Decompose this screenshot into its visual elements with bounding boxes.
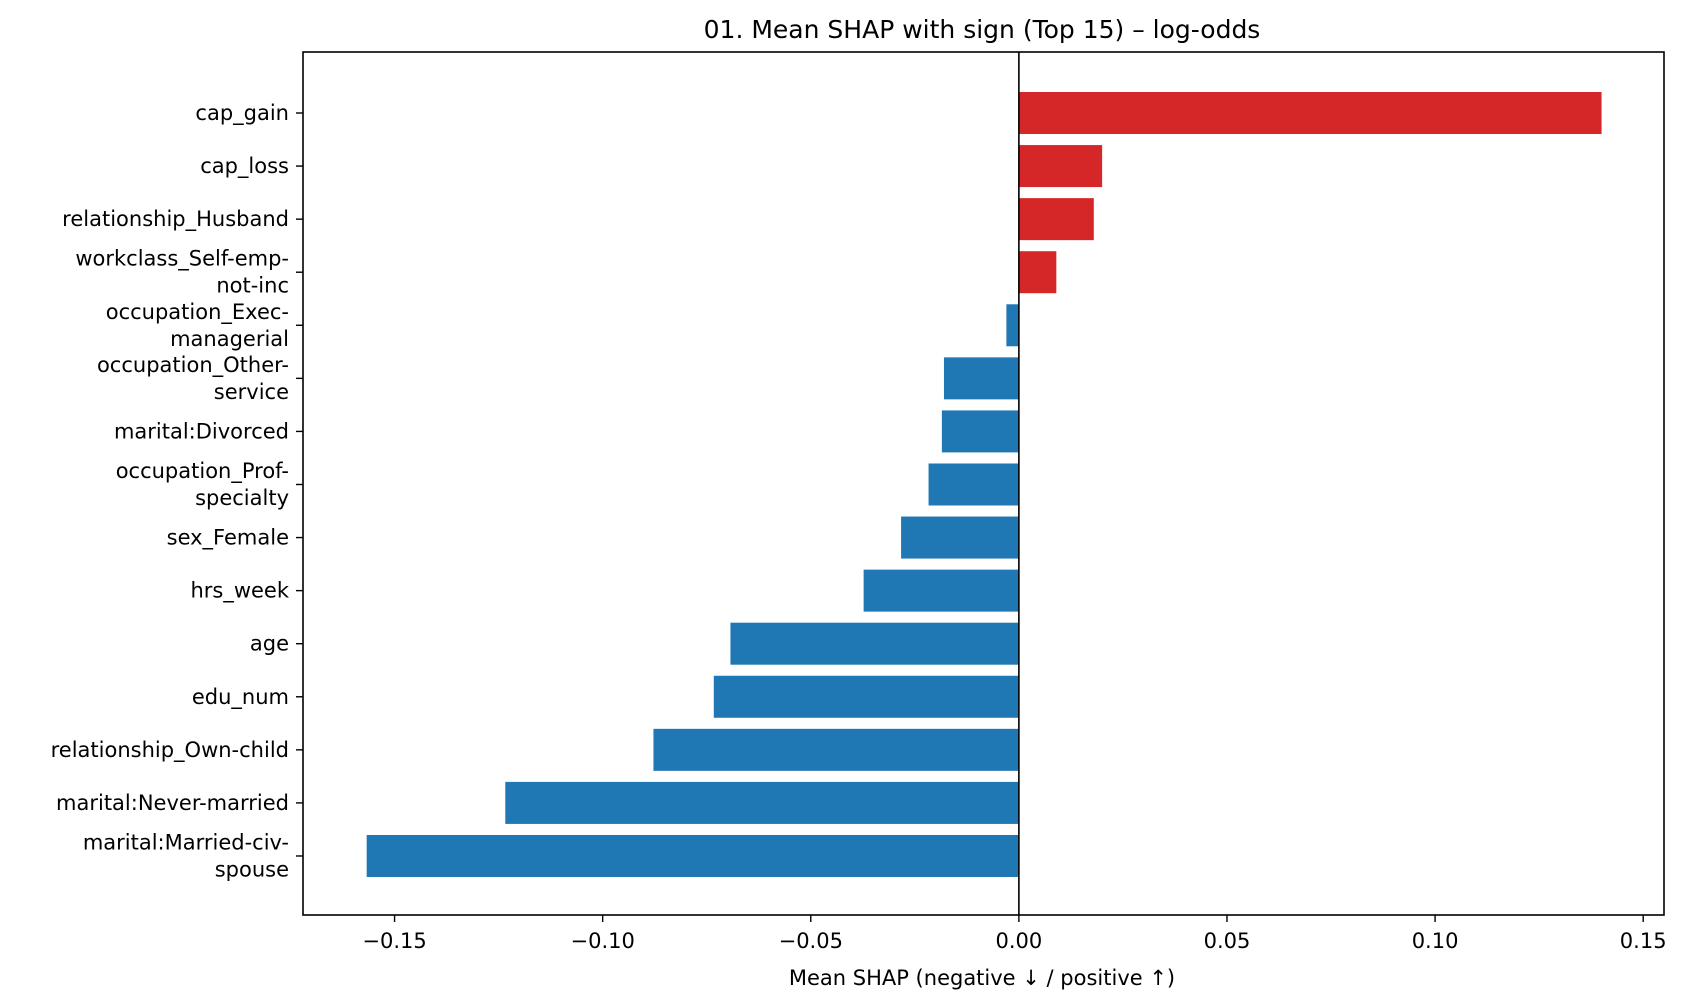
bar-15 [366, 834, 1019, 877]
bar-7 [941, 410, 1019, 453]
y-tick-label-15-line-2: spouse [215, 857, 289, 881]
bars-layer [366, 92, 1602, 877]
y-tick-label-8-line-1: occupation_Prof- [116, 459, 289, 484]
y-tick-label-12: edu_num [192, 685, 289, 710]
y-tick-label-2: cap_loss [200, 154, 289, 179]
bar-10 [863, 569, 1019, 612]
y-tick-label-15-line-1: marital:Married-civ- [83, 830, 289, 854]
y-tick-label-13: relationship_Own-child [51, 738, 289, 763]
plot-frame [302, 51, 1665, 916]
y-tick-label-8-line-2: specialty [195, 486, 289, 510]
y-tick-label-9: sex_Female [167, 526, 289, 551]
y-axis: cap_gain cap_loss relationship_Husbandwork… [51, 101, 303, 881]
bar-5 [1006, 304, 1019, 347]
y-tick-label-6-line-2: service [214, 380, 289, 404]
x-axis: −0.15 −0.10 −0.05 0.00 0.05 0.10 0.15 [362, 915, 1667, 953]
x-tick-label-1: −0.15 [362, 929, 426, 953]
x-tick-label-3: −0.05 [779, 929, 843, 953]
x-tick-label-6: 0.10 [1412, 929, 1459, 953]
bar-8 [928, 463, 1019, 506]
x-axis-label: Mean SHAP (negative ↓ / positive ↑) [789, 966, 1175, 990]
x-tick-label-7: 0.15 [1620, 929, 1667, 953]
bar-12 [713, 675, 1019, 718]
bar-4 [1018, 251, 1057, 294]
y-tick-label-14: marital:Never-married [56, 791, 289, 815]
y-tick-label-6-line-1: occupation_Other- [97, 353, 289, 378]
bar-11 [730, 622, 1019, 665]
x-tick-label-5: 0.05 [1204, 929, 1251, 953]
y-tick-label-7: marital:Divorced [114, 419, 289, 443]
y-tick-label-5-line-1: occupation_Exec- [106, 300, 289, 325]
chart-title: 01. Mean SHAP with sign (Top 15) – log-o… [704, 15, 1261, 44]
y-tick-label-3: relationship_Husband [62, 207, 289, 232]
y-tick-label-1: cap_gain [195, 101, 289, 126]
x-tick-label-2: −0.10 [570, 929, 634, 953]
bar-9 [901, 516, 1019, 559]
bar-3 [1018, 198, 1094, 241]
bar-2 [1018, 145, 1103, 188]
y-tick-label-11: age [250, 632, 289, 656]
y-tick-label-5-line-2: managerial [170, 327, 289, 351]
y-tick-label-10: hrs_week [190, 579, 289, 604]
bar-14 [505, 781, 1019, 824]
y-tick-label-4-line-1: workclass_Self-emp- [75, 247, 289, 272]
bar-1 [1018, 92, 1602, 134]
y-tick-label-4-line-2: not-inc [216, 274, 289, 298]
bar-13 [653, 728, 1019, 771]
x-tick-label-4: 0.00 [995, 929, 1042, 953]
bar-6 [943, 357, 1019, 400]
